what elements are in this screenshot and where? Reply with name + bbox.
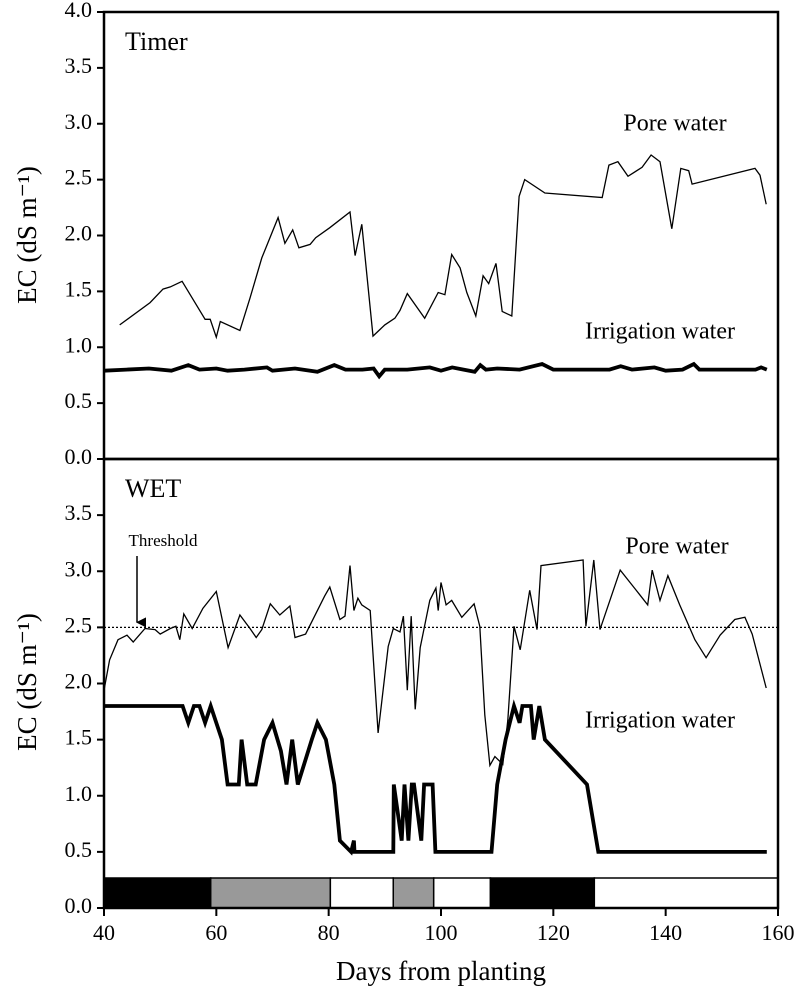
x-tick-label: 40 (93, 920, 115, 945)
series-label: Irrigation water (585, 319, 735, 345)
y-axis-label: EC (dS m⁻¹) (12, 166, 42, 304)
phase-bar (392, 877, 435, 909)
phase-bar (329, 877, 395, 909)
y-tick-label: 2.5 (65, 612, 93, 637)
phase-bar (432, 877, 492, 909)
x-tick-label: 80 (318, 920, 340, 945)
x-tick-label: 140 (649, 920, 682, 945)
y-tick-label: 2.0 (65, 669, 93, 694)
series-line (119, 154, 767, 340)
y-tick-label: 3.5 (65, 53, 93, 78)
y-tick-label: 2.0 (65, 221, 93, 246)
series-label: Pore water (623, 111, 726, 137)
series-line (103, 361, 768, 380)
y-tick-label: 1.5 (65, 725, 93, 750)
series-label: Pore water (625, 534, 728, 560)
y-tick-label: 1.0 (65, 332, 93, 357)
y-tick-label: 1.5 (65, 276, 93, 301)
series-label: Irrigation water (585, 708, 735, 734)
y-axis-label: EC (dS m⁻¹) (12, 613, 42, 751)
phase-bar (103, 877, 212, 909)
y-tick-label: 4.0 (65, 0, 93, 22)
phase-bar (489, 877, 596, 909)
y-tick-label: 2.5 (65, 165, 93, 190)
y-tick-label: 0.5 (65, 837, 93, 862)
x-tick-label: 160 (762, 920, 795, 945)
x-tick-label: 60 (205, 920, 227, 945)
y-tick-label: 1.0 (65, 781, 93, 806)
x-axis-label: Days from planting (336, 956, 546, 986)
panel-title: Timer (125, 27, 188, 56)
y-tick-label: 0.0 (65, 893, 93, 918)
series-line (103, 559, 767, 768)
y-tick-label: 0.5 (65, 388, 93, 413)
series-line (104, 699, 767, 856)
plot-frame (102, 457, 780, 910)
plot-frame (102, 10, 780, 461)
x-tick-label: 100 (425, 920, 458, 945)
y-tick-label: 3.5 (65, 500, 93, 525)
phase-bar (593, 877, 779, 909)
phase-bar (209, 877, 332, 909)
y-tick-label: 3.0 (65, 556, 93, 581)
y-tick-label: 3.0 (65, 109, 93, 134)
threshold-label: Threshold (129, 531, 198, 550)
x-tick-label: 120 (537, 920, 570, 945)
panel-title: WET (125, 474, 181, 503)
y-tick-label: 0.0 (65, 444, 93, 469)
